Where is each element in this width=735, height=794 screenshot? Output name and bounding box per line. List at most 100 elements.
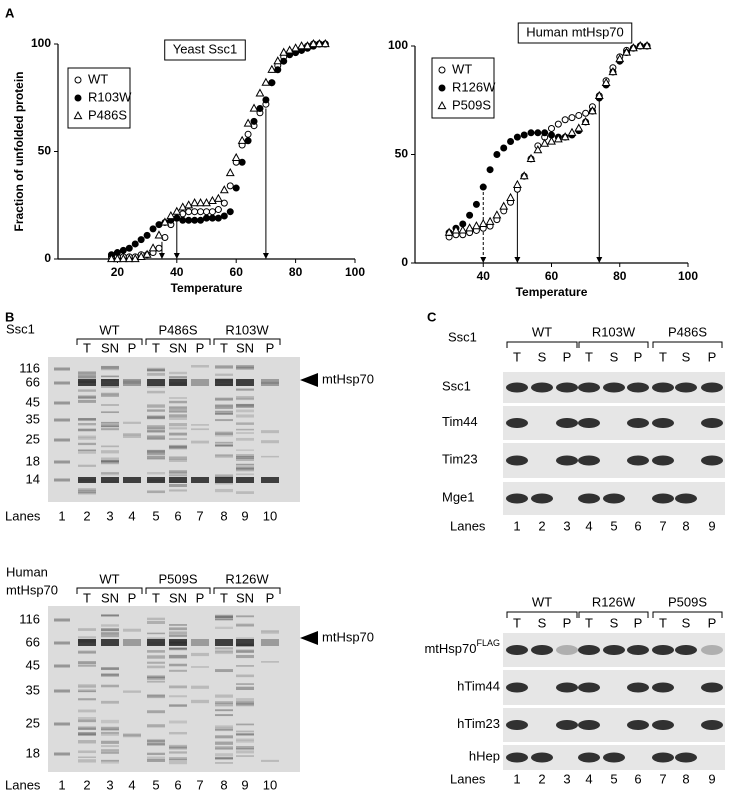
lane-number: 1 (513, 518, 520, 533)
data-point (493, 151, 501, 158)
gel-band (169, 635, 187, 637)
blot-band (652, 682, 674, 693)
group-label: P509S (668, 594, 707, 609)
gel-band (169, 379, 187, 386)
data-point (232, 184, 240, 192)
gel-band (215, 431, 233, 435)
gel-band (78, 428, 96, 432)
gel-band (147, 694, 165, 697)
gel-band (147, 390, 165, 394)
lane-number: 2 (83, 777, 90, 792)
blot-band (627, 418, 649, 428)
data-point (214, 214, 222, 222)
gel-band (169, 489, 187, 492)
blot-band (506, 752, 528, 763)
lane-label: T (220, 590, 228, 605)
gel-band (215, 373, 233, 376)
gel-band (147, 695, 165, 698)
gel-band (236, 703, 254, 707)
gel-band (169, 760, 187, 765)
lane-number: 2 (538, 771, 545, 786)
gel-band (191, 699, 209, 704)
lane-number: 7 (659, 771, 666, 786)
lane-label: T (220, 340, 228, 355)
data-point (540, 138, 550, 147)
gel-band (147, 430, 165, 433)
data-point (568, 114, 576, 122)
data-point (575, 111, 583, 119)
gel-band (261, 759, 279, 762)
data-point (478, 218, 488, 228)
marker-band (54, 478, 70, 482)
lane-label: T (513, 615, 521, 630)
gel-band (78, 689, 96, 692)
lane-label: T (513, 349, 521, 364)
group-label: P486S (158, 322, 197, 337)
data-point (231, 152, 241, 162)
gel-band (78, 375, 96, 379)
data-point (191, 208, 199, 216)
data-point (220, 199, 228, 207)
lane-label: T (659, 349, 667, 364)
gel-band (101, 472, 119, 474)
gel-band (236, 414, 254, 418)
gel-band (78, 418, 96, 422)
blot-band (652, 645, 674, 655)
data-point (208, 214, 216, 222)
gel-band (236, 404, 254, 408)
panel-label: C (427, 309, 437, 324)
data-point (280, 57, 288, 65)
gel-band (101, 375, 119, 378)
lane-label: P (266, 590, 275, 605)
gel (48, 606, 300, 772)
arrow-head (262, 253, 269, 259)
gel-band (101, 368, 119, 371)
gel-band (78, 489, 96, 494)
data-point (262, 96, 270, 104)
group-label: WT (99, 571, 119, 586)
gel-band (215, 398, 233, 401)
marker-label: 66 (26, 374, 40, 389)
row-label: Ssc1 (442, 379, 471, 394)
y-tick-label: 50 (38, 144, 52, 158)
gel-band (215, 456, 233, 458)
gel-band (191, 477, 209, 483)
lane-number: 8 (220, 508, 227, 523)
gel-band (236, 686, 254, 690)
data-point (465, 223, 475, 232)
gel-band (101, 628, 119, 632)
data-point (519, 171, 529, 180)
gel-band (78, 756, 96, 759)
group-bracket (76, 338, 143, 345)
gel-band (236, 466, 254, 469)
data-point (172, 206, 182, 215)
data-point (608, 66, 618, 76)
gel-band (215, 651, 233, 655)
gel-band (215, 444, 233, 447)
blot-band (652, 455, 674, 466)
lane-number: 4 (585, 518, 592, 533)
gel-band (261, 440, 279, 444)
data-point (314, 38, 324, 48)
gel-band (215, 618, 233, 621)
gel-band (101, 375, 119, 378)
x-tick-label: 80 (289, 265, 303, 279)
data-point (553, 134, 563, 143)
title-box (517, 22, 633, 44)
gel-band (215, 714, 233, 717)
gel-band (101, 728, 119, 731)
group-bracket (145, 338, 211, 345)
gel-band (147, 369, 165, 372)
x-axis-label: Temperature (516, 285, 588, 299)
marker-band (54, 722, 70, 726)
row-label: hHep (469, 749, 500, 764)
gel-band (169, 376, 187, 379)
gel-band (101, 477, 119, 483)
blot-band (701, 418, 723, 428)
group-label: WT (99, 322, 119, 337)
gel-band (236, 403, 254, 407)
blot-band (506, 455, 528, 466)
group-bracket (506, 611, 578, 618)
data-point (500, 144, 508, 152)
